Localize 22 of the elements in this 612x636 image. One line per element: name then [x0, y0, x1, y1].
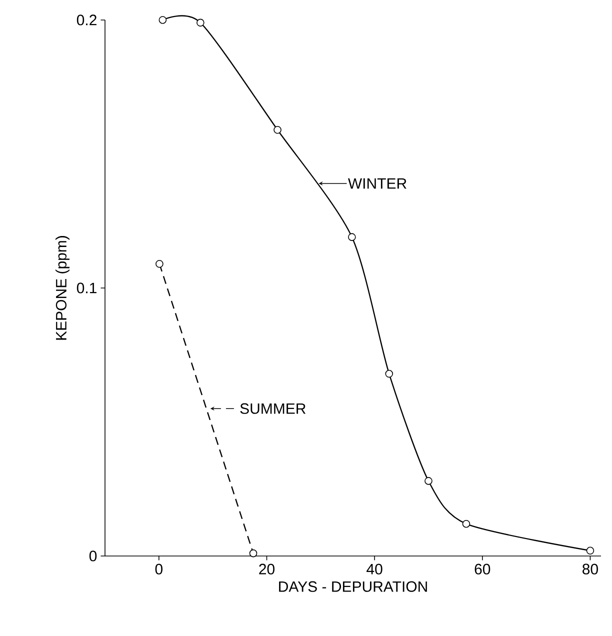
legend-label: WINTER [348, 178, 406, 189]
y-tick-label: 0 [89, 550, 97, 562]
point [274, 126, 282, 134]
x-tick-label: 40 [366, 564, 382, 574]
x-tick-label: 0 [155, 564, 162, 574]
y-axis-title: KEPONE (ppm) [56, 236, 70, 340]
point [348, 233, 356, 241]
point [385, 370, 394, 378]
x-tick-label: 60 [474, 564, 490, 574]
y-tick-label: 0.1 [76, 282, 96, 294]
y-tick-label: 0.2 [76, 14, 96, 26]
legend-label: SUMMER [240, 403, 306, 414]
point [586, 546, 594, 555]
x-tick-label: 20 [259, 564, 274, 574]
x-tick-label: 80 [582, 564, 598, 574]
point [249, 549, 258, 558]
point [158, 16, 167, 24]
point [156, 260, 164, 268]
point [196, 18, 204, 27]
point [462, 520, 470, 528]
x-axis-title: DAYS - DEPURATION [279, 581, 427, 592]
point [424, 477, 432, 485]
